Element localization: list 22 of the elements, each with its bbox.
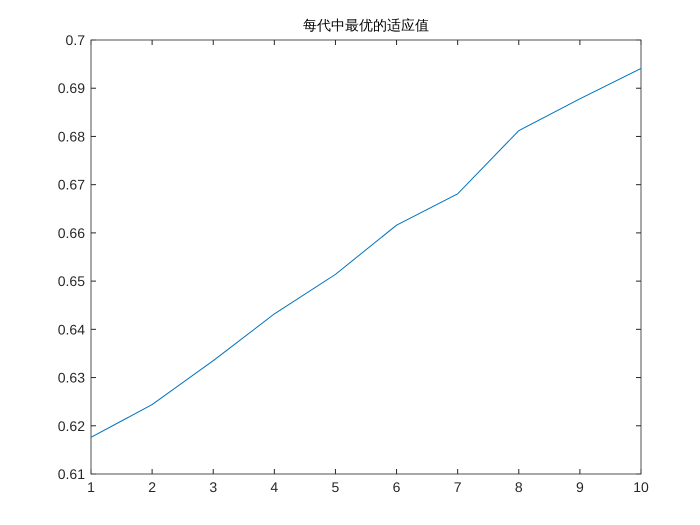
y-tick-label: 0.63 [58, 370, 86, 386]
y-tick-label: 0.62 [58, 418, 86, 434]
y-tick-label: 0.64 [58, 321, 86, 338]
x-tick-label: 10 [633, 479, 649, 495]
x-tick-label: 2 [148, 479, 156, 495]
x-tick-label: 7 [454, 479, 462, 495]
x-tick-label: 5 [332, 479, 340, 495]
x-tick-label: 3 [209, 479, 218, 495]
x-tick-label: 1 [87, 479, 96, 495]
y-tick-label: 0.66 [58, 224, 86, 241]
line-series [90, 68, 642, 438]
x-tick-label: 8 [514, 479, 523, 495]
y-tick-label: 0.65 [58, 273, 86, 290]
y-tick-label: 0.61 [58, 466, 86, 482]
chart-title: 每代中最优的适应值 [303, 18, 429, 34]
y-tick-label: 0.67 [58, 176, 86, 193]
y-tick-label: 0.69 [58, 80, 86, 96]
x-tick-label: 6 [392, 479, 401, 495]
x-tick-label: 4 [270, 479, 278, 495]
y-tick-label: 0.68 [58, 128, 86, 144]
y-tick-label: 0.7 [66, 32, 86, 48]
x-tick-label: 9 [576, 479, 584, 495]
